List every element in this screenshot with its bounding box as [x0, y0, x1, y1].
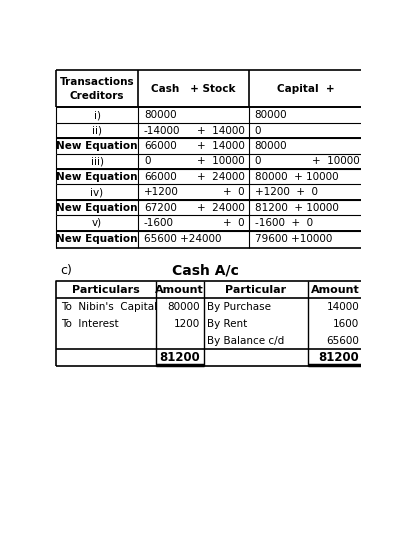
- Text: +  24000: + 24000: [197, 172, 245, 182]
- Text: 0: 0: [255, 125, 261, 136]
- Text: 80000: 80000: [255, 110, 288, 120]
- Text: New Equation: New Equation: [56, 203, 138, 213]
- Text: c): c): [60, 264, 72, 277]
- Text: iii): iii): [91, 157, 103, 166]
- Text: +  14000: + 14000: [197, 125, 245, 136]
- Text: By Purchase: By Purchase: [207, 302, 271, 312]
- Text: New Equation: New Equation: [56, 141, 138, 151]
- Text: i): i): [93, 110, 101, 120]
- Text: 81200: 81200: [319, 351, 359, 364]
- Text: New Equation: New Equation: [56, 234, 138, 244]
- Text: 80000: 80000: [255, 141, 288, 151]
- Text: 66000: 66000: [144, 172, 177, 182]
- Text: 1600: 1600: [333, 319, 359, 329]
- Text: Capital  +: Capital +: [277, 84, 335, 94]
- Text: 14000: 14000: [326, 302, 359, 312]
- Text: 1200: 1200: [174, 319, 200, 329]
- Text: By Balance c/d: By Balance c/d: [207, 336, 285, 346]
- Text: -1600  +  0: -1600 + 0: [255, 218, 313, 228]
- Text: 67200: 67200: [144, 203, 177, 213]
- Text: 66000: 66000: [144, 141, 177, 151]
- Text: +  10000: + 10000: [312, 157, 359, 166]
- Text: -14000: -14000: [144, 125, 180, 136]
- Text: 65600: 65600: [326, 336, 359, 346]
- Text: +1200: +1200: [144, 187, 179, 197]
- Text: +1200  +  0: +1200 + 0: [255, 187, 318, 197]
- Text: +  0: + 0: [223, 218, 245, 228]
- Text: 65600 +24000: 65600 +24000: [144, 234, 221, 244]
- Text: -1600: -1600: [144, 218, 174, 228]
- Text: To  Nibin's  Capital: To Nibin's Capital: [61, 302, 157, 312]
- Text: To  Interest: To Interest: [61, 319, 119, 329]
- Text: 79600 +10000: 79600 +10000: [255, 234, 332, 244]
- Text: 81200: 81200: [159, 351, 200, 364]
- Text: v): v): [92, 218, 102, 228]
- Text: 0: 0: [144, 157, 150, 166]
- Text: Cash A/c: Cash A/c: [172, 264, 239, 278]
- Text: iv): iv): [91, 187, 103, 197]
- Text: Cash   + Stock: Cash + Stock: [151, 84, 235, 94]
- Text: 80000  + 10000: 80000 + 10000: [255, 172, 338, 182]
- Text: +  10000: + 10000: [197, 157, 245, 166]
- Text: ii): ii): [92, 125, 102, 136]
- Text: 81200  + 10000: 81200 + 10000: [255, 203, 338, 213]
- Text: 80000: 80000: [167, 302, 200, 312]
- Text: Amount: Amount: [311, 285, 360, 295]
- Text: +  24000: + 24000: [197, 203, 245, 213]
- Text: By Rent: By Rent: [207, 319, 248, 329]
- Text: +  14000: + 14000: [197, 141, 245, 151]
- Text: Transactions
Creditors: Transactions Creditors: [60, 77, 134, 101]
- Text: 80000: 80000: [144, 110, 176, 120]
- Text: New Equation: New Equation: [56, 172, 138, 182]
- Text: 0: 0: [255, 157, 261, 166]
- Text: Particulars: Particulars: [72, 285, 140, 295]
- Text: Particular: Particular: [225, 285, 286, 295]
- Text: +  0: + 0: [223, 187, 245, 197]
- Text: Amount: Amount: [155, 285, 204, 295]
